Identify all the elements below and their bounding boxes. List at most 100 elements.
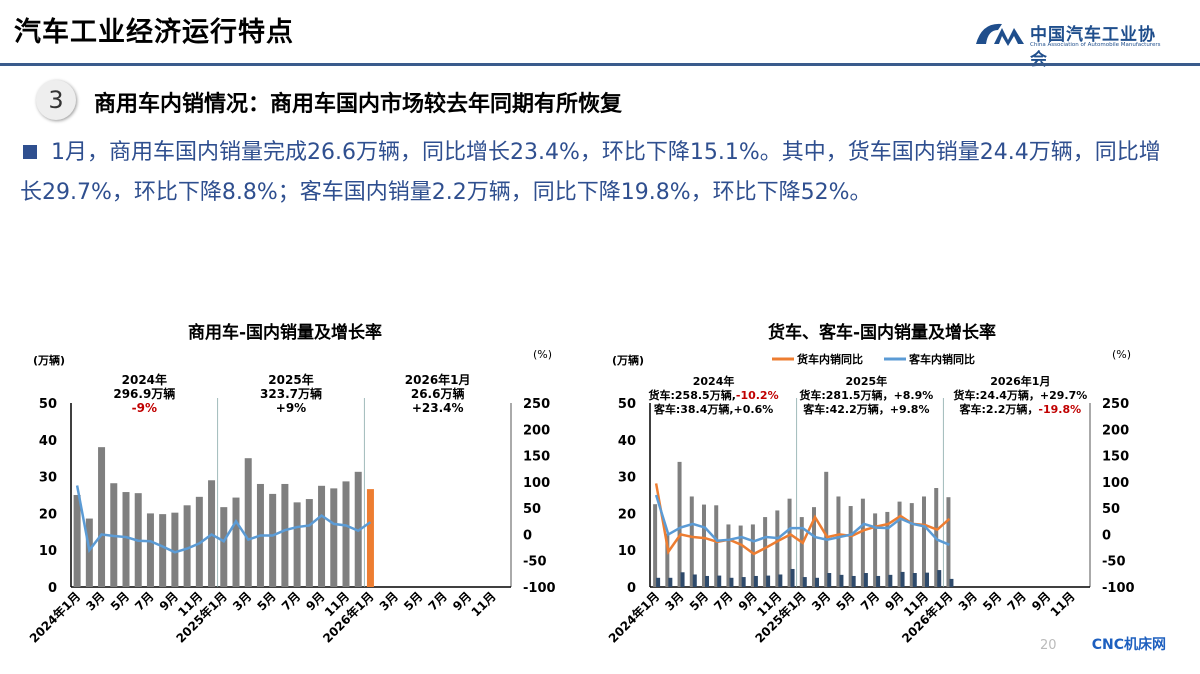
summary-bullet: 1月，商用车国内销量完成26.6万辆，同比增长23.4%，环比下降15.1%。其…	[20, 133, 1180, 213]
truck-bar	[653, 504, 658, 587]
y2-axis-label: (%)	[1112, 348, 1131, 361]
annotation-row: 客车:2.2万辆，-19.8%	[959, 402, 1082, 416]
bar	[318, 485, 326, 587]
annotation-label: 货车:24.4万辆，	[952, 388, 1040, 402]
bar	[85, 518, 93, 587]
x-tick-label: 2024年1月	[605, 589, 662, 646]
truck-bar	[738, 525, 743, 587]
truck-bar	[848, 506, 853, 587]
annotation-value: +9.8%	[890, 403, 930, 416]
annotation-value: -19.8%	[1038, 403, 1081, 416]
bus-bar	[876, 575, 881, 587]
bus-bar	[717, 575, 722, 587]
x-tick-label: 7月	[858, 589, 882, 613]
bus-bar	[668, 577, 673, 587]
y-tick-label: 10	[39, 544, 57, 559]
bar	[73, 495, 81, 587]
bar	[244, 458, 252, 587]
truck-bar	[799, 517, 804, 587]
truck-bar	[860, 498, 865, 587]
annotation-value: -10.2%	[736, 389, 779, 402]
x-tick-label: 3月	[809, 589, 833, 613]
truck-bar	[812, 507, 816, 587]
bus-bar	[827, 573, 832, 587]
annotation-label: 货车:258.5万辆,	[648, 388, 736, 402]
annotation-value: +8.9%	[894, 389, 934, 402]
y-tick-label: 0	[627, 581, 636, 596]
x-tick-label: 5月	[687, 589, 711, 613]
x-tick-label: 5月	[401, 589, 425, 613]
annotation-value: +29.7%	[1040, 389, 1087, 402]
bus-bar	[778, 574, 783, 587]
y2-tick-label: 150	[1102, 450, 1129, 465]
y2-tick-label: 200	[523, 423, 550, 438]
x-tick-label: 5月	[833, 589, 857, 613]
truck-bar	[787, 498, 792, 587]
annotation-text: 323.7万辆	[260, 386, 322, 401]
page-title: 汽车工业经济运行特点	[14, 17, 294, 48]
truck-bar	[836, 496, 841, 587]
bar	[330, 488, 338, 587]
annotation-growth: -9%	[132, 401, 157, 415]
annotation-title: 2026年1月	[990, 374, 1050, 388]
annotation-growth: +9%	[276, 401, 306, 415]
bar	[183, 505, 191, 587]
bar	[146, 513, 154, 587]
truck-bar	[824, 471, 829, 587]
truck-bar	[873, 513, 878, 587]
bus-bar	[705, 575, 709, 587]
bar	[269, 493, 277, 587]
chart-truck-bus: (万辆) (%) 0 10 20 30 40 50 -100 -50 0 50 100 150 200 250…	[605, 348, 1135, 646]
site-watermark: CNC机床网	[1091, 637, 1166, 653]
y-tick-label: 30	[39, 471, 57, 486]
bus-bar	[692, 574, 697, 587]
bus-bar	[851, 575, 856, 587]
x-tick-label: 11月	[469, 589, 499, 619]
truck-bar	[750, 524, 755, 587]
truck-bar	[677, 461, 682, 587]
y2-tick-label: 50	[523, 502, 541, 517]
y2-tick-label: 200	[1102, 423, 1129, 438]
header-divider	[0, 63, 1200, 66]
bus-bar	[729, 577, 734, 587]
x-tick-label: 3月	[230, 589, 254, 613]
annotation-text: 2025年	[268, 372, 313, 387]
y2-tick-label: -100	[1102, 581, 1135, 596]
chart-commercial-vehicles: (万辆) (%) 0 10 20 30 40 50 -100 -50 0 50 100 150 200 250…	[26, 348, 555, 646]
truck-yoy-line	[654, 483, 951, 556]
bus-bar	[912, 573, 917, 587]
caam-logo: 中国汽车工业协会 China Association of Automobile…	[972, 18, 1172, 70]
truck-bar	[946, 497, 951, 587]
x-tick-label: 2024年1月	[26, 589, 83, 646]
y-tick-label: 40	[618, 434, 636, 449]
x-tick-label: 7月	[711, 589, 735, 613]
bus-bar	[925, 572, 929, 587]
bus-bar	[741, 577, 746, 587]
annotation-value: +0.6%	[734, 403, 774, 416]
page-number: 20	[1040, 638, 1057, 653]
annotation-growth: +23.4%	[412, 401, 464, 415]
annotation-label: 货车:281.5万辆，	[798, 388, 893, 402]
y2-tick-label: 100	[523, 476, 550, 491]
y2-axis-label: (%)	[533, 348, 552, 361]
bar	[305, 499, 313, 587]
chart-title-left: 商用车-国内销量及增长率	[188, 323, 383, 343]
bar	[98, 447, 106, 587]
truck-bar	[726, 524, 731, 587]
x-tick-label: 7月	[426, 589, 450, 613]
bar	[122, 492, 130, 587]
x-tick-label: 5月	[254, 589, 278, 613]
legend-label: 货车内销同比	[796, 352, 863, 366]
bus-bar	[815, 577, 819, 587]
truck-bar	[775, 510, 780, 587]
bullet-square-icon	[23, 145, 37, 159]
truck-bar	[689, 496, 694, 587]
bus-bar	[790, 568, 795, 587]
bar	[220, 507, 228, 587]
bar	[281, 483, 289, 587]
annotation-row: 客车:42.2万辆，+9.8%	[802, 402, 929, 416]
legend-label: 客车内销同比	[908, 352, 975, 366]
annotation-label: 客车:42.2万辆，	[802, 402, 890, 416]
y-tick-label: 50	[39, 397, 57, 412]
x-tick-label: 5月	[108, 589, 132, 613]
